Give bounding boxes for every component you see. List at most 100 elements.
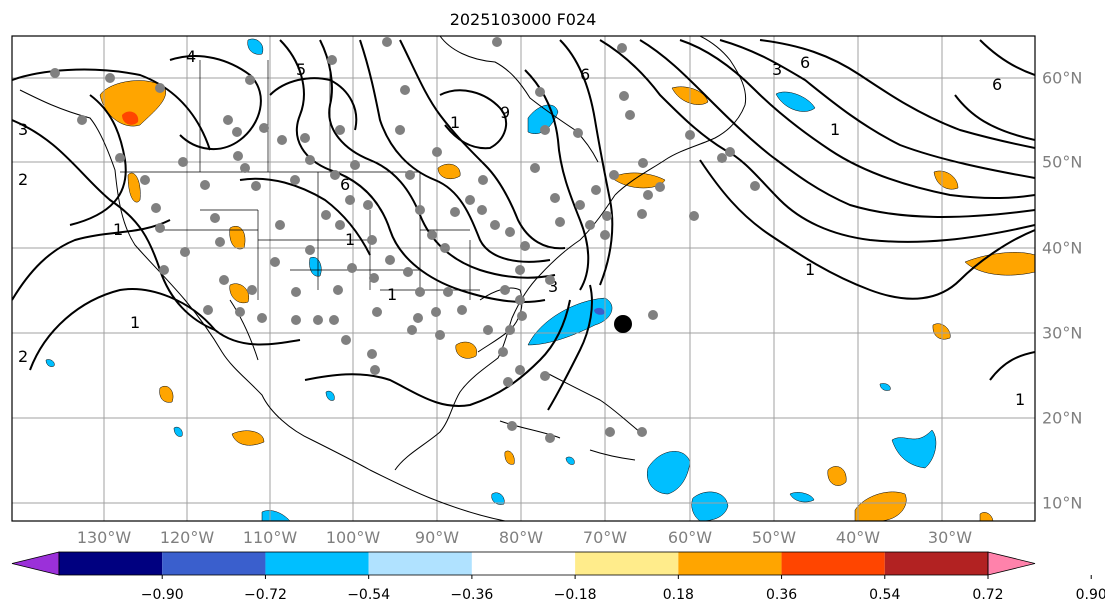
contour-label: 3 (772, 60, 782, 79)
contour-label: 1 (1015, 390, 1025, 409)
contour-label: 1 (113, 220, 123, 239)
orange-region (437, 163, 461, 179)
colorbar-segment (678, 552, 782, 575)
colorbar-tick-label: 0.18 (662, 587, 694, 603)
lat-label: 20°N (1042, 408, 1083, 428)
red-region (122, 111, 139, 125)
colorbar-segment (265, 552, 369, 575)
contour-label: 1 (130, 313, 140, 332)
colorbar-segment (59, 552, 163, 575)
colorbar-tick-label: 0.90 (1075, 587, 1105, 603)
lat-label: 10°N (1042, 493, 1083, 513)
orange-region (159, 386, 174, 403)
colorbar-frame (58, 551, 989, 576)
lat-label: 30°N (1042, 323, 1083, 343)
blue-region (527, 104, 559, 134)
orange-region (854, 491, 907, 521)
lon-label: 130°W (76, 528, 132, 547)
colorbar-tick-label: 0.54 (869, 587, 901, 603)
orange-region (611, 172, 666, 189)
colorbar-segment (162, 552, 266, 575)
shaded-regions (45, 38, 1035, 521)
lon-label: 60°W (667, 528, 713, 547)
contour-label: 1 (345, 230, 355, 249)
contour-label: 3 (18, 120, 28, 139)
colorbar-extend-low (11, 551, 60, 576)
colorbar-tick-label: 0.36 (765, 587, 798, 603)
colorbar-tick-label: −0.72 (243, 587, 287, 603)
colorbar-segment (884, 552, 988, 575)
station-dots (50, 37, 760, 443)
colorbar-segment (368, 552, 472, 575)
blue-region (309, 256, 322, 277)
contour-label: 6 (800, 53, 810, 72)
orange-region (231, 430, 265, 446)
blue-region (879, 383, 891, 391)
contour-label: 6 (340, 175, 350, 194)
lon-label: 120°W (159, 528, 215, 547)
lat-label: 50°N (1042, 152, 1083, 172)
blue-region (247, 38, 264, 55)
map-title: 2025103000 F024 (449, 10, 597, 29)
lon-label: 70°W (582, 528, 628, 547)
blue-region (45, 359, 55, 367)
colorbar-tick-label: −0.90 (140, 587, 184, 603)
colorbar-extend-high (987, 551, 1036, 576)
blue-region (527, 297, 613, 346)
orange-region (455, 341, 477, 359)
contour-label: 2 (18, 347, 28, 366)
orange-region (933, 170, 959, 190)
contour-label: 1 (805, 260, 815, 279)
blue-region (565, 456, 575, 465)
blue-region (775, 91, 816, 112)
colorbar-tick-label: −0.18 (553, 587, 597, 603)
orange-region (979, 512, 994, 521)
blue-region (491, 492, 505, 505)
orange-region (99, 80, 167, 127)
orange-region (964, 252, 1035, 276)
purple-region (594, 307, 605, 315)
colorbar-segment (781, 552, 885, 575)
contour-label: 1 (387, 285, 397, 304)
contour-label: 4 (186, 47, 196, 66)
colorbar-tick-label: 0.72 (972, 587, 1004, 603)
colorbar (11, 551, 1092, 579)
contour-label: 9 (500, 103, 510, 122)
colorbar-segment (471, 552, 576, 575)
colorbar-segment (575, 552, 679, 575)
lon-label: 50°W (751, 528, 797, 547)
blue-region (646, 451, 691, 495)
contour-label: 6 (992, 75, 1002, 94)
blue-region (891, 429, 937, 469)
blue-region (691, 491, 729, 521)
orange-region (504, 450, 515, 465)
blue-region (173, 426, 183, 437)
contour-label: 2 (18, 170, 28, 189)
contour-lines (12, 39, 1035, 411)
colorbar-tick-label: −0.54 (347, 587, 391, 603)
blue-region (325, 390, 335, 401)
graticule (12, 36, 1035, 521)
contour-label: 1 (450, 113, 460, 132)
map-frame (11, 35, 1036, 522)
blue-region (789, 492, 815, 503)
contour-labels: 4 5 6 1 1 3 6 9 3 6 1 6 1 1 2 3 2 1 1 1 (18, 47, 1025, 409)
contour-label: 5 (296, 60, 306, 79)
lon-label: 30°W (927, 528, 973, 547)
contour-label: 6 (580, 65, 590, 84)
orange-region (127, 172, 141, 203)
orange-region (827, 466, 847, 486)
lon-label: 90°W (414, 528, 460, 547)
orange-region (229, 283, 250, 304)
lon-label: 100°W (325, 528, 381, 547)
contour-label: 1 (830, 120, 840, 139)
lon-label: 40°W (835, 528, 881, 547)
lat-label: 60°N (1042, 68, 1083, 88)
contour-label: 3 (548, 277, 558, 296)
blue-region (261, 510, 291, 521)
lat-label: 40°N (1042, 238, 1083, 258)
lon-label: 110°W (242, 528, 298, 547)
colorbar-tick-label: −0.36 (450, 587, 494, 603)
lon-label: 80°W (498, 528, 544, 547)
